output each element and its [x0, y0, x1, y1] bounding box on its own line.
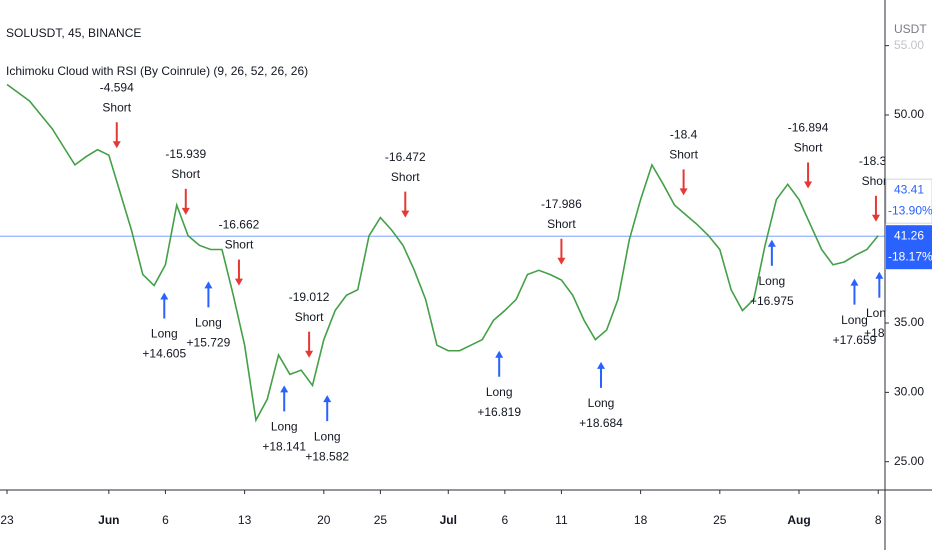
x-tick-label: 6: [162, 513, 169, 527]
y-tick-label: 35.00: [894, 315, 924, 329]
signal-label: Long: [271, 420, 298, 434]
signal-pnl: -19.012: [289, 290, 330, 304]
short-arrow-head: [112, 141, 121, 149]
signal-label: Short: [794, 141, 823, 155]
short-arrow-head: [234, 278, 243, 286]
price-line: [6, 83, 879, 423]
ref-price-label: 43.41: [894, 182, 924, 196]
short-arrow-head: [181, 207, 190, 215]
signal-label: Long: [588, 396, 615, 410]
signal-label: Short: [171, 167, 200, 181]
signal-pnl: +15.729: [187, 336, 231, 350]
signal-label: Long: [314, 429, 341, 443]
signal-pnl: +18.2: [864, 326, 895, 340]
short-arrow-head: [804, 181, 813, 189]
long-arrow-head: [495, 350, 504, 358]
y-tick-label: 50.00: [894, 107, 924, 121]
last-price-badge: [886, 225, 932, 270]
x-tick-label: Jul: [440, 513, 457, 527]
short-arrow-head: [679, 188, 688, 196]
signal-pnl: +18.582: [305, 449, 349, 463]
signal-label: Short: [391, 170, 420, 184]
signal-pnl: -17.986: [541, 197, 582, 211]
long-arrow-head: [323, 395, 332, 403]
last-change-label: -18.17%: [888, 249, 932, 263]
x-tick-label: 20: [317, 513, 331, 527]
signal-pnl: +16.819: [477, 405, 521, 419]
signal-label: Long: [841, 313, 868, 327]
x-tick-label: Aug: [787, 513, 810, 527]
signal-pnl: +16.975: [750, 294, 794, 308]
x-tick-label: 23: [0, 513, 14, 527]
ref-price-badge: [885, 178, 932, 224]
y-tick-label: 55.00: [894, 38, 924, 52]
signal-pnl: -4.594: [100, 80, 134, 94]
signal-label: Short: [225, 238, 254, 252]
signal-label: Short: [102, 100, 131, 114]
signal-pnl: -16.472: [385, 150, 426, 164]
signal-pnl: -18.39: [859, 154, 893, 168]
x-tick-label: 8: [875, 513, 882, 527]
x-tick-label: 13: [238, 513, 252, 527]
y-tick-label: 25.00: [894, 454, 924, 468]
signal-label: Short: [295, 310, 324, 324]
long-arrow-head: [160, 292, 169, 300]
long-arrow-head: [850, 278, 859, 286]
long-arrow-head: [280, 385, 289, 393]
long-arrow-head: [767, 239, 776, 247]
chart-subtitle: Ichimoku Cloud with RSI (By Coinrule) (9…: [6, 64, 308, 78]
x-tick-label: 6: [501, 513, 508, 527]
signal-pnl: +14.605: [142, 347, 186, 361]
signal-label: Long: [151, 327, 178, 341]
signal-pnl: +17.659: [833, 333, 877, 347]
x-tick-label: 11: [555, 513, 568, 527]
signal-label: Long: [195, 316, 222, 330]
signal-label: Long: [486, 385, 513, 399]
short-arrow-head: [557, 257, 566, 265]
y-tick-label: 30.00: [894, 385, 924, 399]
signal-pnl: +18.684: [579, 416, 623, 430]
signal-pnl: -18.4: [670, 128, 698, 142]
long-arrow-head: [597, 361, 606, 369]
signal-label: Short: [669, 148, 698, 162]
ref-change-label: -13.90%: [888, 203, 932, 217]
x-tick-label: 25: [713, 513, 727, 527]
chart-title: SOLUSDT, 45, BINANCE: [6, 26, 141, 40]
x-tick-label: Jun: [98, 513, 119, 527]
signal-label: Short: [547, 217, 576, 231]
signal-pnl: +18.141: [262, 440, 306, 454]
plot-area: Short -4.594 Short -15.939 Short -16.662 Short…: [0, 80, 895, 463]
last-price-label: 41.26: [894, 228, 924, 242]
short-arrow-head: [401, 210, 410, 218]
x-tick-label: 18: [634, 513, 648, 527]
signal-pnl: -15.939: [165, 147, 206, 161]
signal-pnl: -16.894: [788, 121, 829, 135]
signal-label: Long: [866, 306, 893, 320]
short-arrow-head: [305, 350, 314, 358]
y-axis-label: USDT: [894, 22, 927, 36]
x-tick-label: 25: [374, 513, 388, 527]
signal-pnl: -16.662: [219, 218, 260, 232]
signal-label: Long: [759, 274, 786, 288]
short-arrow-head: [871, 214, 880, 222]
signal-label: Short: [862, 174, 891, 188]
long-arrow-head: [204, 281, 213, 289]
long-arrow-head: [875, 271, 884, 279]
